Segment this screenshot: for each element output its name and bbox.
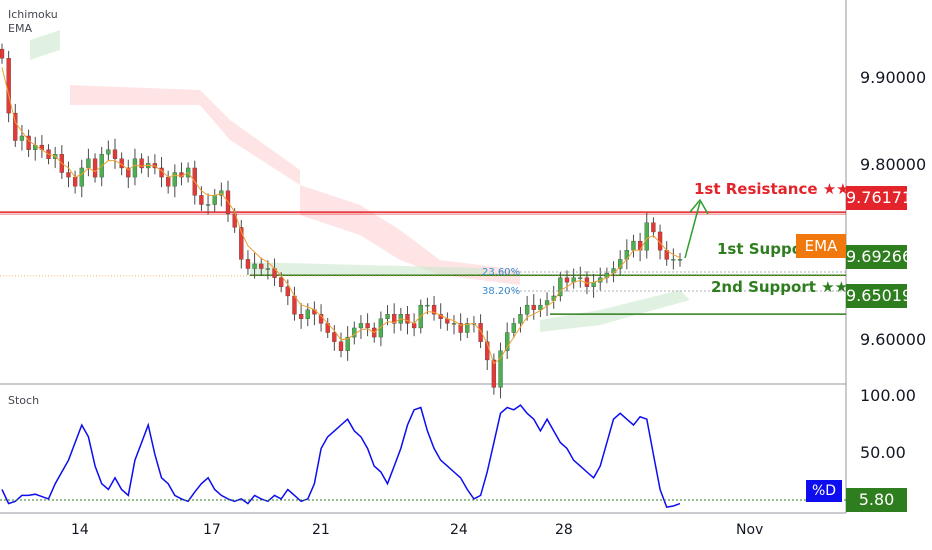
fib-38-label: 38.20% [482,286,521,297]
candle-body-13 [86,158,91,169]
candle-body-80 [531,304,536,310]
candle-body-57 [378,318,384,338]
candle-body-87 [578,277,583,279]
candle-body-11 [72,176,78,187]
candle-body-61 [405,314,410,324]
candle-body-69 [458,323,463,333]
candle-body-59 [392,314,397,324]
candle-body-85 [564,277,570,283]
support2-price-box: 9.65019 [846,284,912,308]
candle-body-42 [279,277,284,287]
x-tick-28: 28 [555,522,573,538]
stoch-d-tag: %D [806,480,842,502]
x-tick-24: 24 [450,522,468,538]
candle-body-72 [478,323,483,342]
ichimoku-cloud-2 [300,185,520,285]
price-tick-3: 9.60000 [860,330,927,349]
stoch-value-box: 5.80 [846,488,907,512]
projection-arrow [684,201,701,259]
candle-body-17 [112,149,118,159]
candle-body-40 [265,268,271,270]
candle-body-95 [631,240,636,251]
support2-label: 2nd Support ★★ [711,278,849,296]
candle-body-43 [285,286,290,297]
candle-body-81 [538,304,543,310]
candle-body-36 [239,227,244,260]
candle-body-46 [305,309,310,319]
candle-body-37 [245,259,251,269]
support1-price-box: 9.69266 [846,245,912,269]
candle-body-19 [126,167,131,178]
candle-body-39 [259,263,264,269]
candle-body-102 [677,259,683,261]
ichimoku-cloud-0 [30,30,60,60]
ichimoku-cloud-3 [250,262,500,275]
candle-body-31 [205,204,211,206]
x-tick-nov: Nov [736,522,764,538]
projection-arrow-head [689,198,709,215]
candle-body-30 [199,195,204,205]
candle-body-75 [498,350,503,388]
x-tick-14: 14 [71,522,89,538]
stoch-d-line [1,404,681,508]
price-tick-2: 9.80000 [860,155,927,174]
ichimoku-cloud-1 [70,85,300,185]
x-tick-17: 17 [203,522,221,538]
ema-tag: EMA [796,234,846,258]
candle-body-54 [358,323,364,329]
candle-body-1 [6,58,11,114]
candle-body-101 [671,259,676,261]
candle-body-2 [13,112,18,141]
candle-body-78 [518,314,523,324]
price-tick-1: 9.90000 [860,68,927,87]
candle-body-77 [511,323,516,333]
candle-body-68 [451,323,457,325]
resistance-price-box: 9.76171 [846,186,912,210]
resistance-label: 1st Resistance ★★ [694,180,850,198]
candle-body-62 [411,323,417,329]
candle-body-82 [544,300,550,306]
candle-body-76 [505,332,510,351]
candle-body-38 [252,263,257,269]
candle-body-58 [385,314,390,319]
candle-body-50 [332,332,337,342]
candle-body-12 [79,167,84,187]
candle-body-3 [19,135,25,141]
candle-body-84 [558,277,563,297]
candle-body-25 [166,176,171,187]
candle-body-79 [524,304,530,315]
candle-body-96 [637,240,643,251]
candle-body-65 [431,304,437,315]
indicator-ema: EMA [8,22,32,35]
candle-body-4 [26,135,31,150]
candle-body-74 [491,359,497,388]
candle-body-89 [591,282,596,287]
candle-body-70 [465,323,470,333]
candle-body-26 [172,172,177,187]
candle-body-0 [0,48,5,59]
candle-body-55 [365,323,370,329]
candle-body-35 [232,213,237,228]
x-tick-21: 21 [312,522,330,538]
ema-line [1,67,681,365]
candle-body-52 [345,336,350,351]
candle-body-45 [298,314,304,319]
candle-body-14 [92,158,98,178]
candle-body-64 [425,304,430,307]
candle-body-20 [132,158,138,178]
indicator-ichimoku: Ichimoku [8,8,58,21]
stoch-tick-100: 100.00 [860,386,916,405]
candle-body-21 [139,158,144,169]
ichimoku-cloud-4 [540,290,690,332]
candle-body-97 [644,222,649,251]
candle-body-98 [651,222,656,233]
candle-body-16 [106,149,111,155]
fib-23-label: 23.60% [482,267,521,278]
stoch-tick-50: 50.00 [860,443,906,462]
candle-body-32 [212,195,217,205]
candle-body-10 [66,172,71,178]
candle-body-51 [338,341,344,351]
indicator-stoch: Stoch [8,394,40,407]
